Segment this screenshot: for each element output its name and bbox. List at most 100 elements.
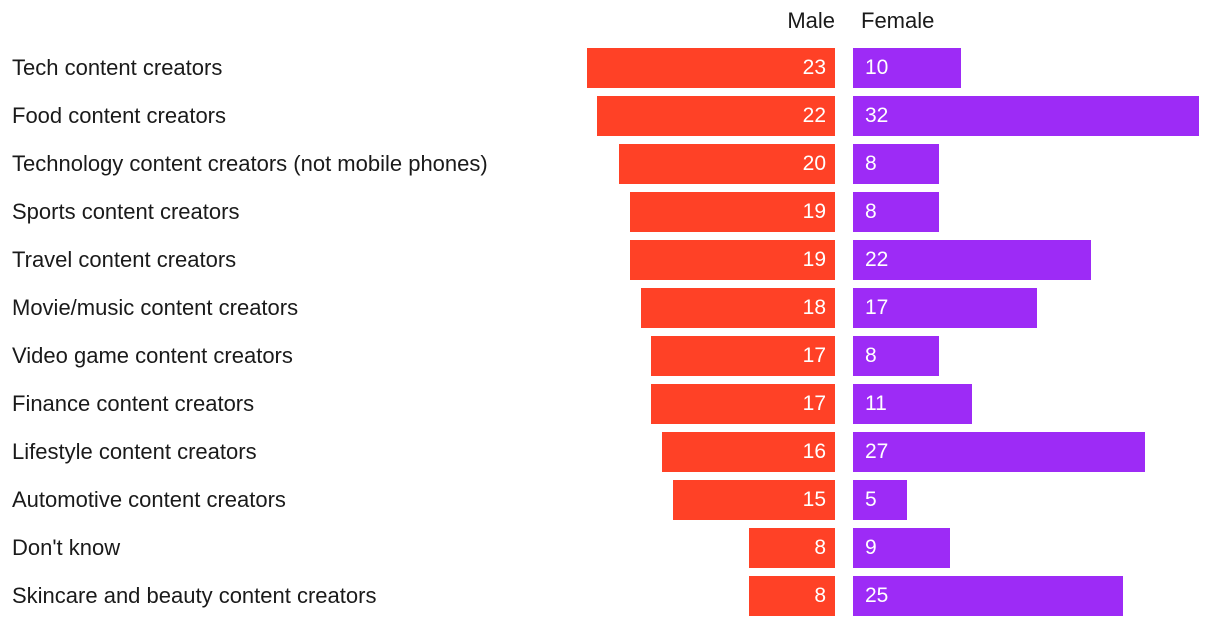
female-bar: 5 [853,480,907,520]
female-bar-area: 9 [853,528,1220,568]
female-bar-area: 10 [853,48,1220,88]
female-bar-area: 5 [853,480,1220,520]
male-bar-area: 19 [586,192,835,232]
category-label-text: Food content creators [12,103,227,128]
category-label-text: Sports content creators [12,199,240,224]
male-bar: 19 [630,192,835,232]
female-bar: 22 [853,240,1091,280]
chart-legend: Male Female [0,0,1220,44]
male-value-label: 19 [802,200,826,223]
male-value-label: 15 [802,488,826,511]
chart-row: Video game content creators 17 8 [0,332,1220,380]
chart-rows: Tech content creators 23 10 Food content cr… [0,44,1220,620]
category-label-text: Don't know [12,535,121,560]
male-value-label: 22 [802,104,826,127]
female-bar: 9 [853,528,950,568]
female-bar-area: 27 [853,432,1220,472]
chart-row: Sports content creators 19 8 [0,188,1220,236]
female-bar: 10 [853,48,961,88]
category-label-text: Finance content creators [12,391,255,416]
chart-row: Skincare and beauty content creators 8 25 [0,572,1220,620]
female-bar-area: 25 [853,576,1220,616]
male-value-label: 8 [814,584,826,607]
male-value-label: 16 [802,440,826,463]
female-value-label: 25 [865,584,889,607]
female-value-label: 5 [865,488,877,511]
male-bar: 17 [651,384,835,424]
female-value-label: 8 [865,344,877,367]
male-bar: 17 [651,336,835,376]
category-label: Movie/music content creators [0,294,586,322]
male-bar: 18 [641,288,835,328]
male-bar: 23 [587,48,835,88]
male-bar: 8 [749,576,835,616]
female-bar-area: 22 [853,240,1220,280]
category-label-text: Technology content creators (not mobile … [12,151,488,176]
category-label: Tech content creators [0,54,586,82]
category-label: Finance content creators [0,390,586,418]
female-value-label: 22 [865,248,889,271]
category-label: Video game content creators [0,342,586,370]
male-bar-area: 16 [586,432,835,472]
female-bar: 11 [853,384,972,424]
male-bar-area: 18 [586,288,835,328]
female-bar: 8 [853,192,939,232]
male-bar: 16 [662,432,835,472]
female-value-label: 32 [865,104,889,127]
category-label: Food content creators [0,102,586,130]
chart-row: Travel content creators 19 22 [0,236,1220,284]
category-label-text: Video game content creators [12,343,293,368]
category-label: Lifestyle content creators [0,438,586,466]
category-label-text: Tech content creators [12,55,223,80]
chart-row: Technology content creators (not mobile … [0,140,1220,188]
male-bar-area: 17 [586,336,835,376]
male-bar: 19 [630,240,835,280]
female-bar: 25 [853,576,1123,616]
chart-row: Finance content creators 17 11 [0,380,1220,428]
category-label-text: Lifestyle content creators [12,439,257,464]
female-value-label: 8 [865,200,877,223]
category-label-text: Skincare and beauty content creators [12,583,377,608]
male-bar: 22 [597,96,835,136]
male-value-label: 20 [802,152,826,175]
male-bar-area: 19 [586,240,835,280]
female-bar: 27 [853,432,1145,472]
female-bar: 8 [853,336,939,376]
chart-row: Don't know 8 9 [0,524,1220,572]
chart-row: Movie/music content creators 18 17 [0,284,1220,332]
male-value-label: 17 [802,344,826,367]
female-bar-area: 11 [853,384,1220,424]
female-bar-area: 32 [853,96,1220,136]
category-label: Automotive content creators [0,486,586,514]
chart-row: Lifestyle content creators 16 27 [0,428,1220,476]
male-value-label: 17 [802,392,826,415]
male-value-label: 8 [814,536,826,559]
female-value-label: 17 [865,296,889,319]
category-label: Don't know [0,534,586,562]
female-bar: 8 [853,144,939,184]
female-bar-area: 8 [853,144,1220,184]
category-label: Skincare and beauty content creators [0,582,586,610]
female-bar: 32 [853,96,1199,136]
chart-row: Food content creators 22 32 [0,92,1220,140]
male-value-label: 19 [802,248,826,271]
male-bar-area: 15 [586,480,835,520]
category-label: Sports content creators [0,198,586,226]
male-bar-area: 20 [586,144,835,184]
chart-row: Tech content creators 23 10 [0,44,1220,92]
category-label-text: Movie/music content creators [12,295,299,320]
female-bar: 17 [853,288,1037,328]
female-value-label: 27 [865,440,889,463]
male-bar-area: 8 [586,576,835,616]
category-label-text: Automotive content creators [12,487,286,512]
female-value-label: 11 [865,392,887,415]
female-value-label: 8 [865,152,877,175]
female-value-label: 10 [865,56,889,79]
category-label: Travel content creators [0,246,586,274]
chart-row: Automotive content creators 15 5 [0,476,1220,524]
category-label-text: Travel content creators [12,247,237,272]
category-label: Technology content creators (not mobile … [0,150,586,178]
male-bar-area: 22 [586,96,835,136]
male-bar: 20 [619,144,835,184]
